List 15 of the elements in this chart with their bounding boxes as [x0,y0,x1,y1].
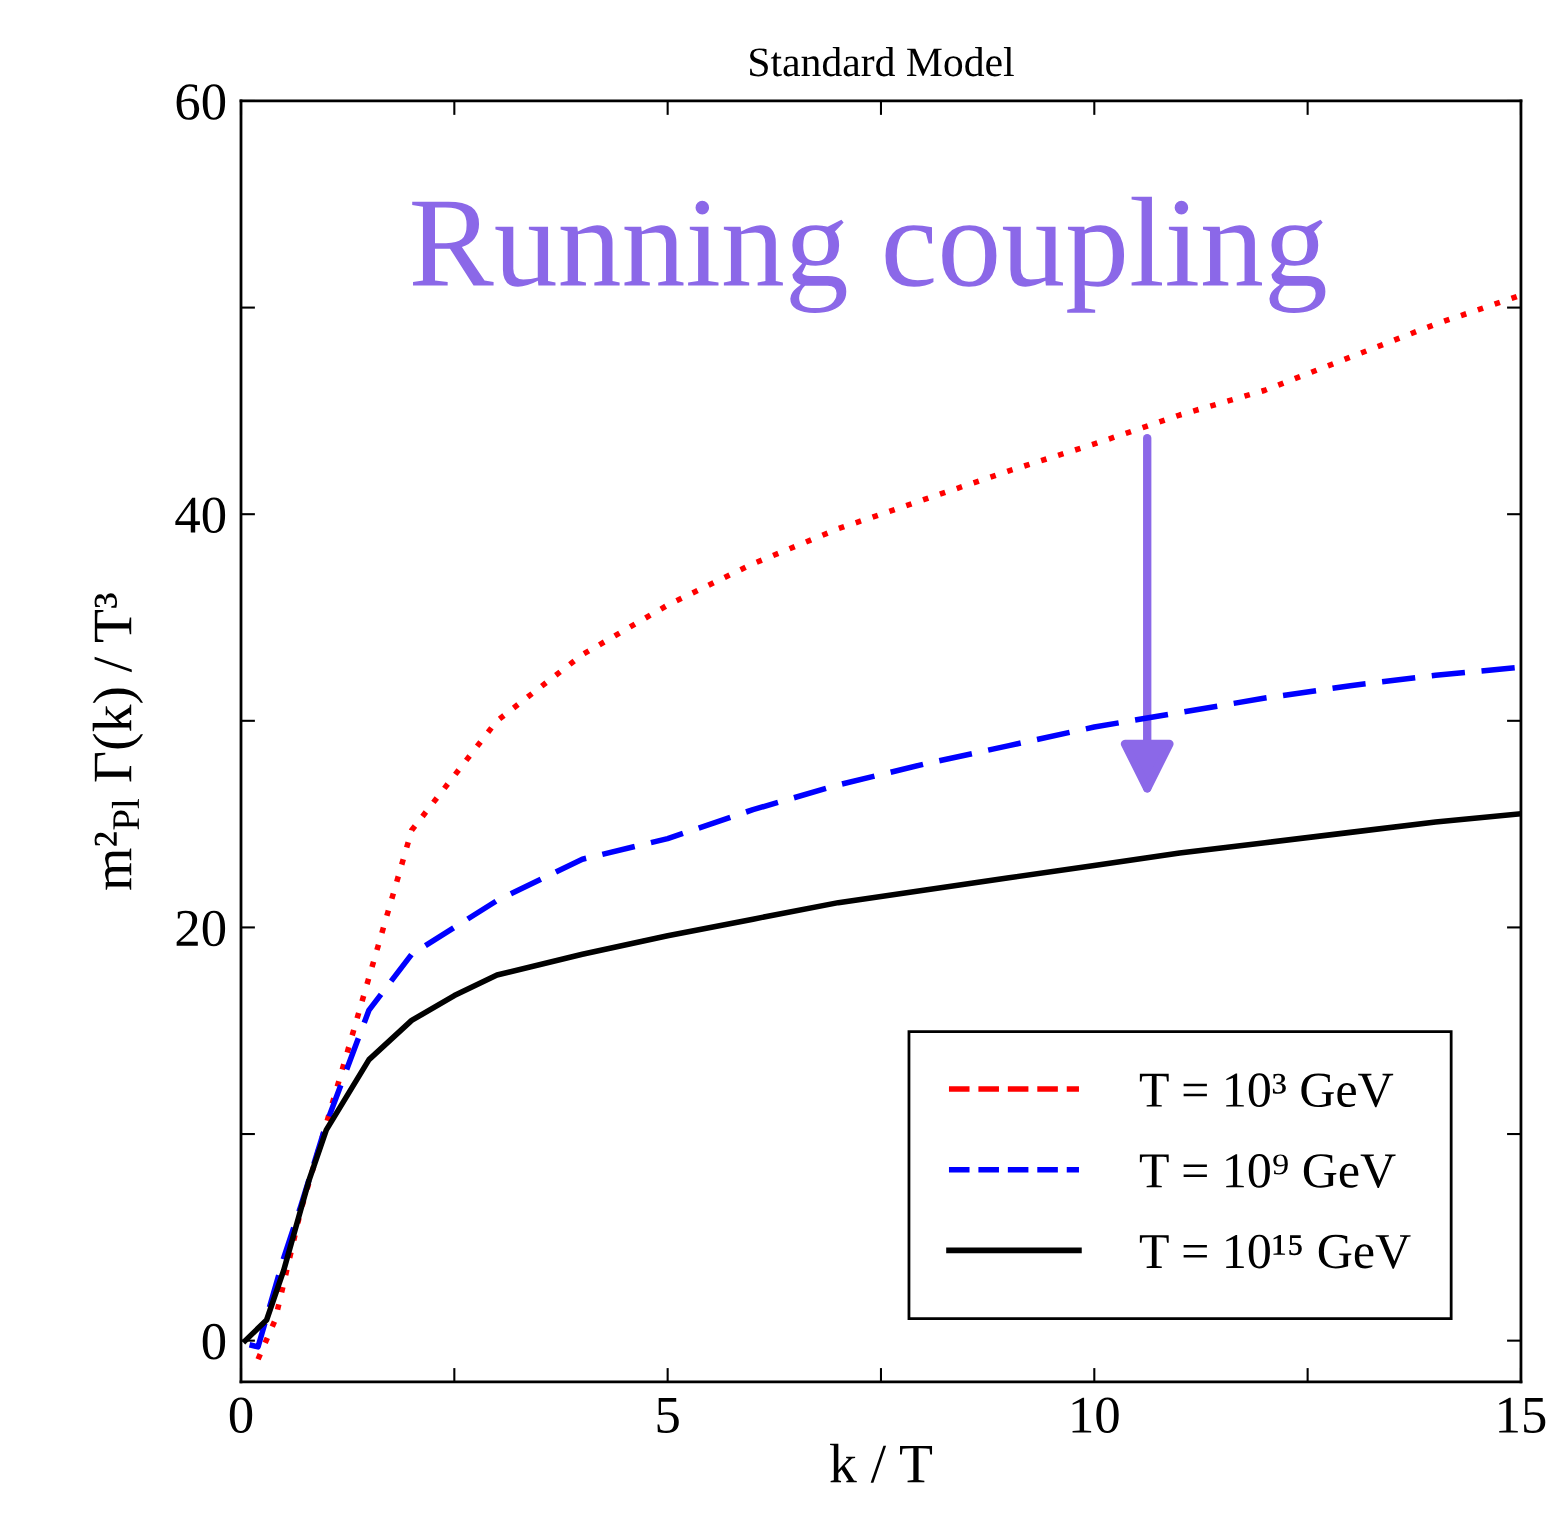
y-tick-label: 0 [202,1323,226,1360]
legend-label: T = 10³ GeV [1139,1073,1394,1108]
y-axis-title: m²$_{Pl}$ Γ(k) / T³ [92,593,144,890]
y-tick-label: 60 [176,84,226,120]
x-tick-label: 15 [1499,1397,1546,1433]
x-tick-label: 5 [657,1397,679,1433]
y-tick-label: 40 [175,497,226,534]
legend-label: T = 10⁹ GeV [1139,1153,1396,1188]
annotation: Running coupling [412,196,1326,314]
x-tick-label: 10 [1072,1397,1119,1433]
x-tick-label: 0 [229,1397,253,1433]
legend-label: T = 10¹⁵ GeV [1139,1234,1411,1269]
chart-title: Standard Model [750,47,1014,77]
y-tick-label: 20 [176,910,226,947]
x-axis-title: k / T [830,1443,933,1483]
